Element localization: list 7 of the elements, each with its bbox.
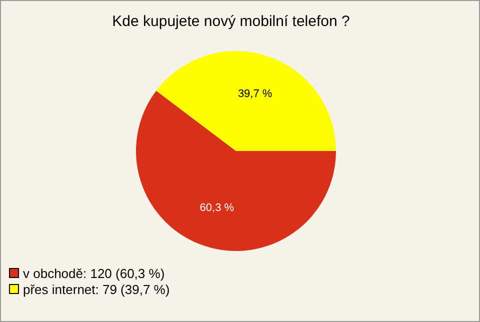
data-label: 39,7 % xyxy=(238,88,272,100)
pie-slice xyxy=(136,90,336,251)
data-label: 60,3 % xyxy=(200,202,234,214)
legend-label: v obchodě: 120 (60,3 %) xyxy=(23,266,165,280)
chart-title: Kde kupujete nový mobilní telefon ? xyxy=(111,13,351,30)
legend-label: přes internet: 79 (39,7 %) xyxy=(23,282,170,296)
pie-slice xyxy=(156,51,336,151)
